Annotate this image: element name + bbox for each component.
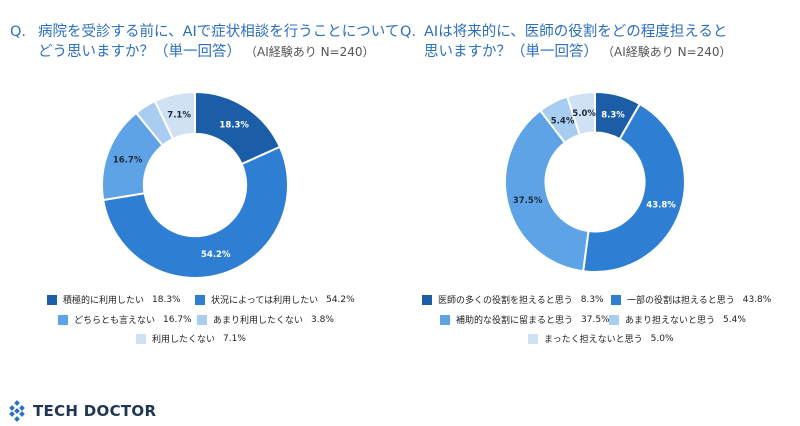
legend-item: どちらとも言えない 16.7% (58, 313, 192, 326)
slice-value-label: 7.1% (167, 111, 191, 121)
legend-value: 7.1% (223, 333, 246, 344)
brand-name: TECH DOCTOR (33, 402, 157, 420)
slice-value-label: 37.5% (513, 196, 543, 206)
legend-value: 5.4% (723, 314, 746, 325)
legend-value: 3.8% (311, 314, 334, 325)
legend-label: 積極的に利用したい (63, 296, 145, 306)
legend-item: 補助的な役割に留まると思う 37.5% (440, 313, 610, 326)
chart-legend: 積極的に利用したい 18.3% 状況によっては利用したい 54.2% どちらとも言えない… (0, 290, 400, 350)
legend-swatch (611, 294, 621, 305)
legend-swatch (422, 294, 432, 305)
legend-swatch (609, 314, 619, 325)
slice-value-label: 8.3% (601, 111, 625, 121)
legend-value: 37.5% (581, 314, 610, 325)
legend-swatch (58, 314, 68, 325)
question-line-1: 病院を受診する前に、AIで症状相談を行うことについて (38, 24, 400, 40)
legend-item: あまり担えないと思う 5.4% (609, 313, 746, 326)
legend-swatch (47, 294, 57, 305)
legend-label: 利用したくない (152, 335, 216, 345)
donut-slice (582, 102, 686, 273)
legend-swatch (528, 333, 538, 344)
brand-logo: TECH DOCTOR (6, 400, 156, 422)
legend-swatch (136, 333, 146, 344)
legend-swatch (440, 314, 450, 325)
legend-item: 医師の多くの役割を担えると思う 8.3% (422, 293, 604, 306)
donut-slice (153, 90, 196, 141)
slice-value-label: 43.8% (646, 200, 676, 210)
donut-chart: 18.3% 54.2% 16.7% 7.1% (101, 90, 289, 279)
legend-item: まったく担えないと思う 5.0% (528, 332, 674, 345)
slice-value-label: 16.7% (113, 155, 143, 165)
slice-value-label: 5.0% (572, 109, 596, 119)
legend-label: あまり担えないと思う (625, 316, 716, 326)
chart-panel-left: Q. 病院を受診する前に、AIで症状相談を行うことについて どう思いますか？（単… (0, 0, 400, 380)
donut-slice (565, 90, 596, 137)
legend-label: まったく担えないと思う (544, 335, 643, 345)
donut-chart: 8.3% 43.8% 37.5% 5.4%5.0% (504, 90, 686, 273)
legend-value: 5.0% (650, 333, 674, 344)
question-title: Q. AIは将来的に、医師の役割をどの程度担えると 思いますか？（単一回答） （A… (400, 22, 800, 66)
legend-item: 利用したくない 7.1% (136, 332, 246, 345)
chart-panel-right: Q. AIは将来的に、医師の役割をどの程度担えると 思いますか？（単一回答） （A… (400, 0, 800, 380)
donut-slice (102, 145, 289, 279)
legend-label: 一部の役割は担えると思う (627, 296, 735, 306)
legend-item: 積極的に利用したい 18.3% (47, 293, 181, 306)
legend-label: 状況によっては利用したい (211, 296, 319, 306)
question-title: Q. 病院を受診する前に、AIで症状相談を行うことについて どう思いますか？（単… (10, 22, 400, 66)
sample-note: （AI経験あり N=240） (608, 45, 732, 59)
legend-value: 8.3% (580, 294, 604, 305)
question-prefix: Q. (400, 24, 417, 40)
slice-value-label: 5.4% (551, 116, 575, 126)
legend-value: 16.7% (163, 314, 192, 325)
legend-label: あまり利用したくない (213, 316, 304, 326)
brand-mark-icon (9, 400, 25, 422)
legend-label: 医師の多くの役割を担えると思う (438, 296, 573, 306)
legend-label: どちらとも言えない (74, 316, 156, 326)
slice-value-label: 18.3% (219, 120, 249, 130)
donut-slice (504, 109, 590, 273)
legend-item: 一部の役割は担えると思う 43.8% (611, 293, 771, 306)
sample-note: （AI経験あり N=240） (251, 45, 375, 59)
legend-value: 43.8% (742, 294, 772, 305)
chart-legend: 医師の多くの役割を担えると思う 8.3% 一部の役割は担えると思う 43.8% 補助的な… (400, 290, 800, 350)
question-line-2: 思いますか？（単一回答） (424, 44, 598, 60)
legend-value: 18.3% (152, 294, 181, 305)
legend-swatch (195, 294, 205, 305)
question-line-2: どう思いますか？（単一回答） (38, 44, 241, 60)
slice-value-label: 54.2% (201, 250, 231, 260)
legend-label: 補助的な役割に留まると思う (456, 316, 574, 326)
legend-item: あまり利用したくない 3.8% (197, 313, 334, 326)
legend-swatch (197, 314, 207, 325)
question-line-1: AIは将来的に、医師の役割をどの程度担えると (424, 24, 728, 40)
legend-value: 54.2% (326, 294, 355, 305)
legend-item: 状況によっては利用したい 54.2% (195, 293, 355, 306)
question-prefix: Q. (10, 24, 27, 40)
